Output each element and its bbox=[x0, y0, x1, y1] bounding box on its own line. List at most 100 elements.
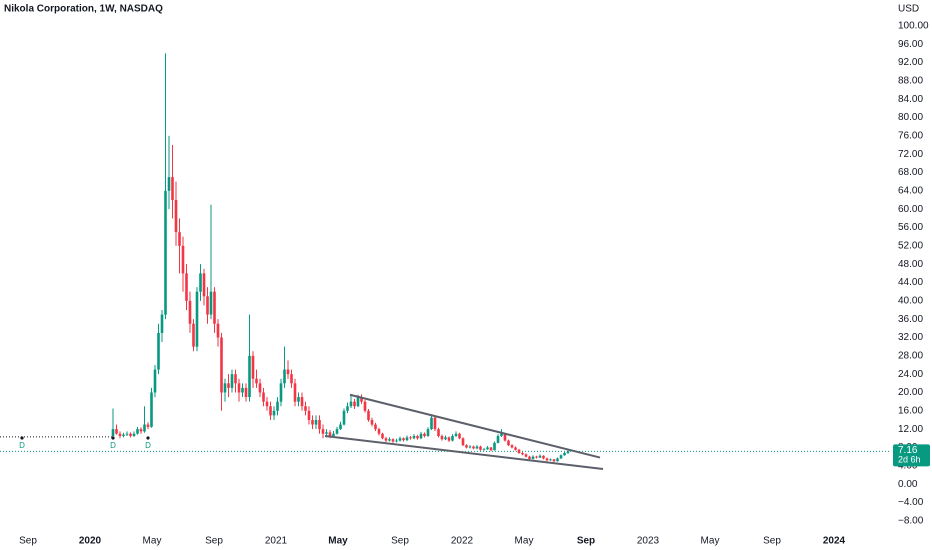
y-tick-label: 36.00 bbox=[898, 314, 923, 325]
candle-body bbox=[125, 433, 129, 435]
x-tick-label: May bbox=[515, 536, 534, 547]
candle-body bbox=[146, 424, 150, 427]
candle-body bbox=[335, 429, 339, 434]
x-tick-label: Sep bbox=[391, 536, 409, 547]
candle-body bbox=[339, 424, 342, 430]
candle-body bbox=[388, 439, 391, 441]
trendline bbox=[349, 393, 601, 459]
candle-body bbox=[290, 374, 293, 384]
candle-body bbox=[342, 410, 346, 425]
y-tick-label: 44.00 bbox=[898, 277, 923, 288]
candle-body bbox=[325, 432, 328, 434]
y-tick-label: 52.00 bbox=[898, 240, 923, 251]
candle-body bbox=[129, 433, 132, 437]
candle-body bbox=[444, 437, 447, 440]
candle-body bbox=[237, 383, 241, 393]
candle-body bbox=[311, 419, 314, 425]
candle-body bbox=[542, 455, 545, 459]
candle-body bbox=[255, 378, 258, 384]
candle-body bbox=[391, 439, 395, 442]
candle-body bbox=[118, 433, 122, 437]
candle-body bbox=[409, 437, 412, 439]
event-dot bbox=[146, 436, 150, 440]
candle-body bbox=[269, 406, 272, 416]
candle-body bbox=[367, 410, 370, 420]
candle-body bbox=[426, 429, 430, 437]
candle-body bbox=[374, 424, 377, 430]
candle-body bbox=[496, 436, 500, 443]
candle-body bbox=[164, 190, 167, 315]
x-tick-label: Sep bbox=[19, 536, 37, 547]
x-tick-label: Sep bbox=[205, 536, 223, 547]
candle-body bbox=[143, 424, 146, 432]
candle-body bbox=[461, 438, 465, 446]
candle-body bbox=[258, 383, 262, 393]
candle-body bbox=[230, 374, 234, 388]
candle-body bbox=[423, 433, 426, 437]
candle-body bbox=[209, 291, 213, 315]
y-tick-label: 60.00 bbox=[898, 204, 923, 215]
currency: USD bbox=[898, 4, 919, 15]
candle-body bbox=[279, 383, 283, 402]
y-tick-label: 32.00 bbox=[898, 332, 923, 343]
candle-body bbox=[307, 410, 311, 420]
candle-body bbox=[356, 397, 360, 407]
candle-body bbox=[486, 447, 489, 450]
candle-body bbox=[454, 433, 458, 437]
candle-body bbox=[199, 273, 202, 292]
y-tick-label: 20.00 bbox=[898, 387, 923, 398]
candle-body bbox=[321, 429, 325, 434]
candle-body bbox=[472, 446, 475, 449]
candle-body bbox=[395, 440, 398, 442]
candle-body bbox=[241, 387, 244, 393]
y-tick-label: 100.00 bbox=[898, 21, 929, 32]
x-tick-label: Sep bbox=[763, 536, 781, 547]
candle-body bbox=[332, 433, 335, 437]
candle-body bbox=[559, 455, 563, 459]
candle-body bbox=[181, 245, 185, 274]
candle-body bbox=[363, 401, 367, 411]
candle-body bbox=[521, 452, 524, 455]
x-tick-label: May bbox=[701, 536, 720, 547]
candle-body bbox=[468, 446, 472, 448]
candle-body bbox=[433, 417, 437, 430]
y-tick-label: 16.00 bbox=[898, 405, 923, 416]
candle-body bbox=[185, 273, 188, 301]
candle-body bbox=[402, 438, 405, 441]
candle-body bbox=[216, 323, 220, 338]
x-tick-label: 2022 bbox=[451, 536, 474, 547]
y-tick-label: 48.00 bbox=[898, 259, 923, 270]
candle-body bbox=[132, 433, 136, 437]
candle-body bbox=[276, 401, 279, 411]
candle-body bbox=[174, 200, 178, 233]
y-tick-label: 80.00 bbox=[898, 112, 923, 123]
candle-body bbox=[251, 355, 255, 379]
candle-body bbox=[192, 323, 195, 347]
x-tick-label: 2024 bbox=[823, 536, 846, 547]
y-tick-label: 96.00 bbox=[898, 39, 923, 50]
candle-body bbox=[419, 433, 423, 439]
candle-body bbox=[283, 369, 286, 384]
candle-body bbox=[160, 314, 164, 333]
candle-body bbox=[349, 401, 353, 407]
candle-body bbox=[563, 452, 566, 456]
candle-body bbox=[136, 429, 139, 434]
candle-body bbox=[535, 456, 538, 458]
event-dot bbox=[20, 436, 24, 440]
event-label: D bbox=[19, 441, 25, 450]
event-label: D bbox=[145, 441, 151, 450]
candle-body bbox=[377, 429, 381, 434]
candle-body bbox=[360, 397, 363, 402]
candle-body bbox=[451, 436, 454, 441]
candle-body bbox=[405, 437, 409, 441]
candle-body bbox=[227, 383, 230, 388]
candle-body bbox=[328, 432, 332, 437]
y-tick-label: 0.00 bbox=[898, 479, 918, 490]
candle-body bbox=[447, 437, 451, 441]
candle-body bbox=[293, 383, 297, 402]
candle-body bbox=[528, 456, 531, 459]
y-tick-label: 72.00 bbox=[898, 149, 923, 160]
candle-body bbox=[437, 429, 440, 437]
y-tick-label: 24.00 bbox=[898, 369, 923, 380]
